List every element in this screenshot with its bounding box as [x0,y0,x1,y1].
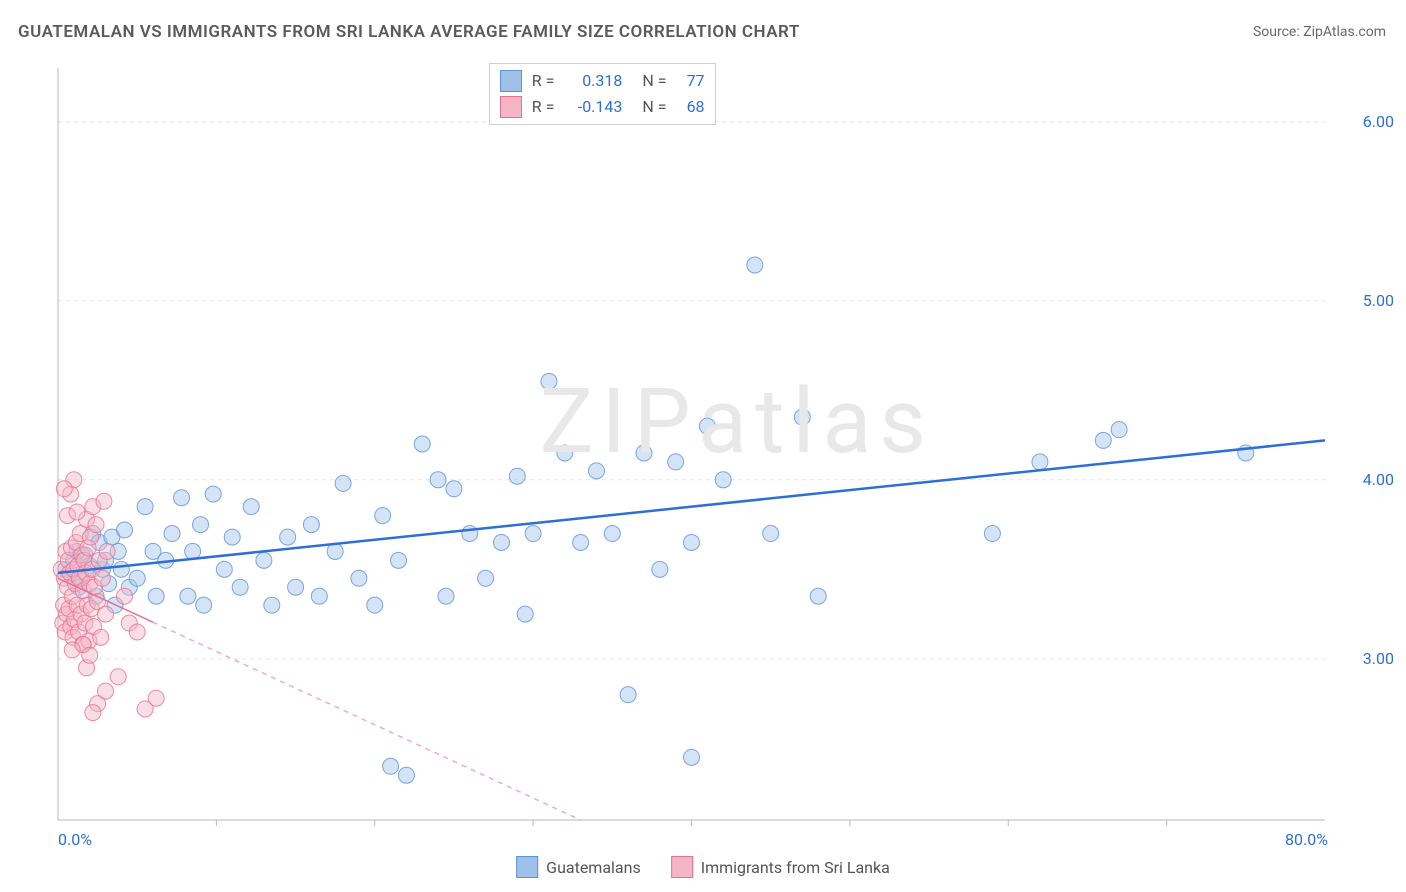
legend-item: Immigrants from Sri Lanka [671,856,890,878]
y-tick-label: 3.00 [1363,649,1394,668]
r-value: -0.143 [564,94,622,120]
chart-title: GUATEMALAN VS IMMIGRANTS FROM SRI LANKA … [18,22,800,42]
x-max-label: 80.0% [1285,830,1328,849]
stats-legend-box: R = 0.318 N = 77 R = -0.143 N = 68 [489,63,716,125]
bottom-legend: Guatemalans Immigrants from Sri Lanka [516,856,890,878]
y-tick-label: 6.00 [1363,112,1394,131]
r-label: R = [532,68,555,94]
legend-item: Guatemalans [516,856,641,878]
source-label: Source: ZipAtlas.com [1253,24,1386,40]
r-value: 0.318 [564,68,622,94]
stats-legend-row: R = 0.318 N = 77 [500,68,705,94]
legend-label: Immigrants from Sri Lanka [701,858,890,877]
stats-legend-row: R = -0.143 N = 68 [500,94,705,120]
legend-swatch [516,856,538,878]
legend-swatch [671,856,693,878]
legend-label: Guatemalans [546,858,641,877]
n-value: 77 [677,68,705,94]
n-label: N = [642,94,666,120]
y-tick-label: 4.00 [1363,470,1394,489]
legend-swatch [500,96,522,118]
x-min-label: 0.0% [58,830,92,849]
n-label: N = [642,68,666,94]
legend-swatch [500,70,522,92]
scatter-plot [50,60,1380,850]
r-label: R = [532,94,555,120]
y-tick-label: 5.00 [1363,291,1394,310]
n-value: 68 [677,94,705,120]
